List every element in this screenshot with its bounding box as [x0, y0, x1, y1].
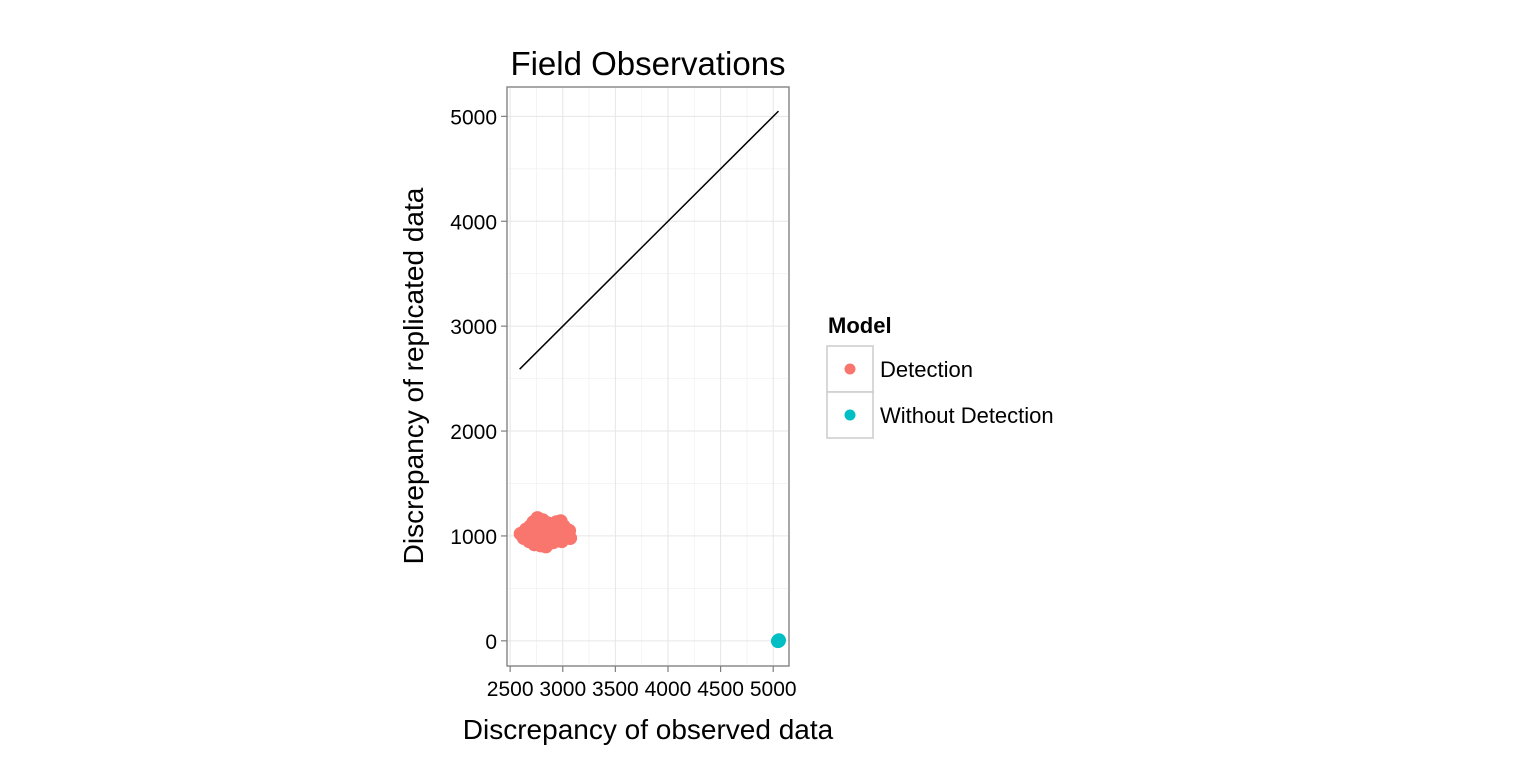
y-tick-label: 2000 — [450, 421, 497, 444]
y-tick-label: 5000 — [450, 106, 497, 129]
x-tick-label: 3000 — [539, 678, 586, 701]
point-detection — [519, 523, 534, 538]
legend-label-detection: Detection — [880, 357, 973, 382]
legend-dot-detection — [844, 363, 856, 375]
legend-dot-without-detection — [844, 409, 856, 421]
minor-gridlines — [507, 87, 789, 666]
chart-title: Field Observations — [510, 45, 785, 82]
legend: Model Detection Without Detection — [826, 313, 1054, 439]
points-layer — [513, 511, 787, 649]
reference-line — [519, 110, 780, 370]
reference-line-layer — [519, 110, 780, 370]
x-tick-label: 5000 — [750, 678, 797, 701]
legend-title: Model — [828, 313, 892, 338]
x-tick-label: 4000 — [645, 678, 692, 701]
x-tick-label: 3500 — [592, 678, 639, 701]
x-axis: 2500 3000 3500 4000 4500 5000 — [487, 666, 797, 701]
point-without-detection — [771, 633, 786, 648]
y-tick-label: 0 — [485, 631, 497, 654]
y-axis-title: Discrepancy of replicated data — [398, 187, 429, 564]
x-axis-title: Discrepancy of observed data — [463, 714, 834, 745]
y-tick-label: 4000 — [450, 211, 497, 234]
point-detection — [553, 526, 568, 541]
y-tick-label: 1000 — [450, 526, 497, 549]
major-gridlines — [507, 87, 789, 666]
y-axis: 0 1000 2000 3000 4000 5000 — [450, 106, 507, 654]
y-tick-label: 3000 — [450, 316, 497, 339]
x-tick-label: 4500 — [697, 678, 744, 701]
plot-panel — [506, 86, 790, 667]
plot-panel-border — [506, 86, 790, 667]
legend-label-without-detection: Without Detection — [880, 403, 1054, 428]
x-tick-label: 2500 — [487, 678, 534, 701]
